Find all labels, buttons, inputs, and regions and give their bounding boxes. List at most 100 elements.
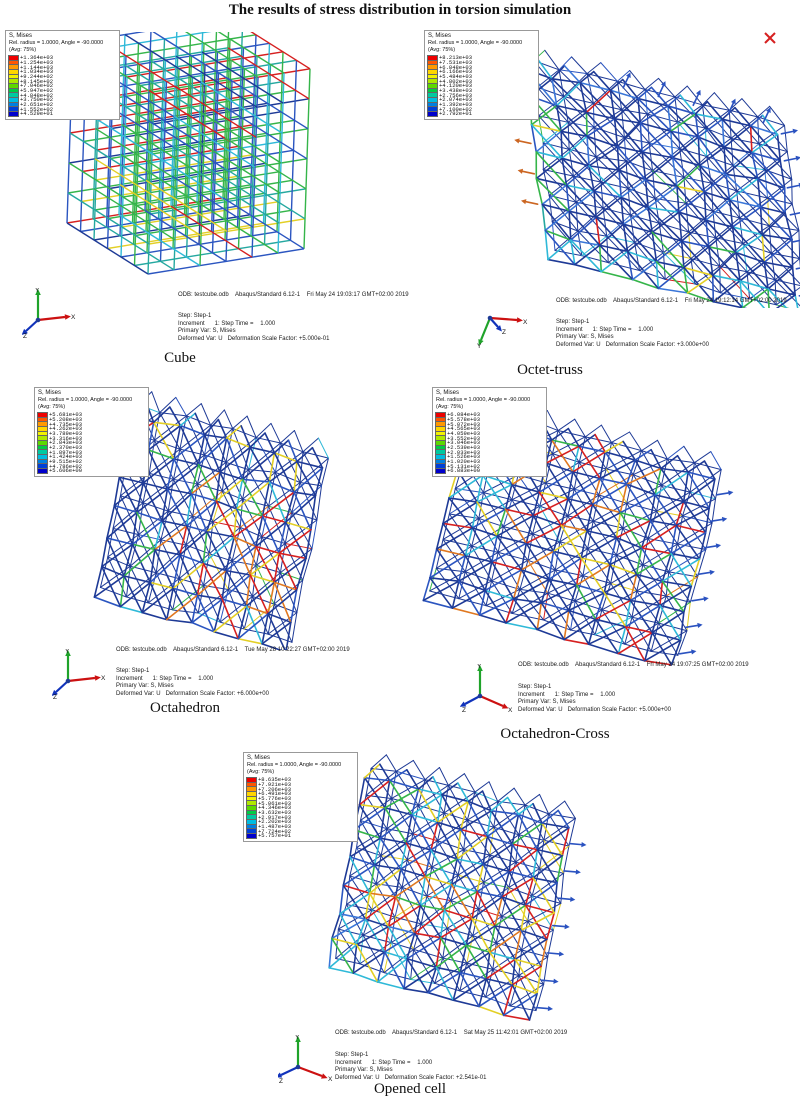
legend-row: +1.526e+03: [435, 453, 544, 461]
legend-field-label: S, Mises: [9, 33, 33, 39]
panel-label-octet: Octet-truss: [517, 362, 583, 378]
figure-title: The results of stress distribution in to…: [228, 2, 572, 18]
legend-color-swatch: [246, 786, 257, 792]
legend-value: +2.074e+03: [439, 96, 473, 104]
legend-row: +1.254e+03: [8, 58, 117, 66]
legend-color-swatch: [8, 97, 19, 103]
svg-text:Y: Y: [295, 1035, 300, 1041]
legend-value: +5.208e+03: [49, 415, 83, 423]
legend-subtitle: Rel. radius = 1.0000, Angle = -90.0000: [428, 40, 523, 47]
svg-text:Z: Z: [23, 333, 27, 340]
step-line: Increment 1: Step Time = 1.000: [116, 675, 214, 682]
legend-row: +2.539e+03: [435, 444, 544, 452]
legend-row: +1.897e+03: [37, 449, 146, 456]
svg-text:X: X: [71, 314, 76, 321]
legend-color-swatch: [246, 828, 257, 835]
legend-row: +4.565e+03: [435, 425, 544, 432]
legend-row: +1.020e+03: [435, 458, 544, 465]
legend-row: +5.072e+03: [435, 421, 544, 428]
legend-value: +3.750e+02: [20, 96, 54, 104]
legend-row: +2.756e+03: [427, 92, 536, 99]
legend-row: +5.947e+02: [8, 87, 117, 94]
legend-color-swatch: [427, 97, 438, 103]
legend-field-label: S, Mises: [38, 390, 62, 396]
legend-color-swatch: [435, 430, 446, 437]
step-info-octahedron: Step: Step-1 Increment 1: Step Time = 1.…: [116, 668, 269, 698]
svg-text:X: X: [508, 707, 513, 714]
step-line: Primary Var: S, Mises: [556, 334, 614, 340]
legend-value: +3.046e+03: [447, 439, 481, 447]
legend-value: +2.202e+03: [258, 818, 292, 826]
step-line: Deformed Var: U Deformation Scale Factor…: [116, 690, 269, 697]
legend-color-swatch: [427, 64, 438, 70]
legend-row: +1.424e+03: [37, 453, 146, 460]
legend-color-swatch: [435, 416, 446, 423]
panel-label-cube: Cube: [164, 350, 196, 366]
legend-value: +4.802e+03: [439, 77, 473, 85]
legend-value: +9.244e+02: [20, 72, 54, 80]
legend-color-swatch: [37, 430, 48, 437]
legend-row: +4.346e+03: [246, 804, 355, 811]
odb-caption-cube: ODB: testcube.odb Abaqus/Standard 6.12-1…: [178, 292, 409, 298]
legend-value: +7.206e+03: [258, 785, 292, 793]
legend-color-swatch: [37, 463, 48, 470]
legend-color-swatch: [435, 421, 446, 427]
legend-value: +1.364e+03: [20, 54, 54, 62]
legend-value: +1.526e+03: [447, 453, 481, 461]
svg-text:Y: Y: [35, 288, 40, 294]
legend-color-swatch: [8, 106, 19, 113]
legend-color-swatch: [246, 814, 257, 821]
legend-value: +1.487e+03: [258, 823, 292, 831]
legend-row: +8.145e+02: [8, 77, 117, 85]
legend-color-swatch: [37, 454, 48, 460]
legend-color-swatch: [427, 54, 438, 61]
legend-value: +4.120e+03: [439, 82, 473, 90]
legend-value: +4.529e+01: [20, 110, 54, 118]
legend-row: +3.552e+03: [435, 435, 544, 442]
legend-value: +2.370e+03: [49, 444, 83, 452]
legend-value-list: +8.213e+03 +7.531e+03 +6.848e+03 +6.166e+03…: [427, 54, 536, 117]
legend-color-swatch: [246, 795, 257, 802]
legend-row: +6.491e+03: [246, 790, 355, 797]
legend-value: +5.578e+03: [447, 415, 481, 423]
svg-text:Z: Z: [462, 707, 466, 714]
legend-row: +8.635e+03: [246, 776, 355, 783]
step-line: Increment 1: Step Time = 1.000: [178, 320, 276, 327]
legend-row: +5.606e+00: [37, 467, 146, 475]
legend-value: +1.254e+03: [20, 58, 54, 66]
legend-row: +4.786e+02: [37, 463, 146, 470]
axis-triad-octet: X Y Z: [477, 315, 528, 350]
legend-value: +5.606e+00: [49, 467, 83, 475]
panel-label-opened-cell: Opened cell: [373, 1081, 447, 1097]
legend-color-swatch: [37, 411, 48, 418]
legend-color-swatch: [435, 454, 446, 460]
step-line: Deformed Var: U Deformation Scale Factor…: [556, 341, 709, 348]
legend-row: +1.364e+03: [8, 54, 117, 62]
legend-color-swatch: [427, 82, 438, 89]
legend-value: +2.539e+03: [447, 444, 481, 452]
legend-row: +1.034e+03: [8, 68, 117, 75]
legend-subtitle: Rel. radius = 1.0000, Angle = -90.0000: [38, 397, 133, 404]
step-info-octet: Step: Step-1 Increment 1: Step Time = 1.…: [556, 319, 709, 349]
legend-row: +5.578e+03: [435, 415, 544, 423]
legend-color-swatch: [435, 458, 446, 465]
legend-value: +1.392e+03: [439, 101, 473, 109]
legend-row: +2.843e+03: [37, 439, 146, 446]
legend-value: +7.046e+02: [20, 82, 54, 90]
legend-color-swatch: [8, 59, 19, 66]
step-line: Deformed Var: U Deformation Scale Factor…: [518, 706, 671, 713]
legend-color-swatch: [8, 87, 19, 94]
legend-value: +8.145e+02: [20, 77, 54, 85]
step-line: Primary Var: S, Mises: [518, 699, 576, 705]
odb-caption-opened-cell: ODB: testcube.odb Abaqus/Standard 6.12-1…: [335, 1030, 568, 1036]
step-line: Increment 1: Step Time = 1.000: [556, 326, 654, 333]
odb-caption-octahedron-cross: ODB: testcube.odb Abaqus/Standard 6.12-1…: [518, 662, 749, 668]
legend-value: +3.316e+03: [49, 434, 83, 442]
legend-value: +8.213e+03: [439, 54, 473, 62]
legend-row: +6.848e+03: [427, 64, 536, 71]
legend-value: +7.724e+02: [258, 827, 292, 835]
legend-color-swatch: [427, 111, 438, 117]
legend-color-swatch: [8, 111, 19, 117]
legend-color-swatch: [427, 101, 438, 108]
legend-value: +5.061e+03: [258, 799, 292, 807]
